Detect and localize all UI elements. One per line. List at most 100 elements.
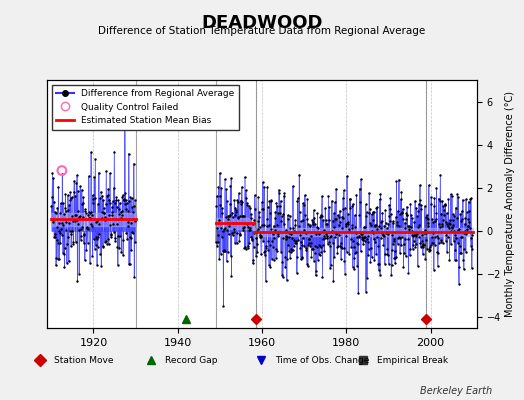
Point (428, 216, 436, 222)
Point (239, 224, 248, 230)
Point (295, 171, 303, 178)
Point (456, 250, 464, 256)
Point (376, 219, 385, 225)
Point (62, 219, 70, 225)
Point (276, 202, 284, 209)
Point (283, 234, 291, 240)
Point (415, 234, 423, 240)
Point (262, 244, 270, 251)
Point (111, 238, 119, 244)
Point (232, 208, 241, 215)
Point (301, 192, 309, 198)
Point (110, 228, 118, 235)
Point (298, 254, 307, 261)
Point (356, 248, 365, 255)
Point (460, 266, 468, 272)
Point (339, 215, 347, 221)
Point (100, 210, 108, 216)
Point (288, 247, 296, 253)
Point (366, 258, 375, 265)
Point (432, 216, 440, 222)
Point (233, 240, 241, 246)
Point (218, 210, 226, 216)
Point (327, 233, 335, 239)
Point (247, 234, 255, 240)
Point (329, 218, 337, 224)
Point (277, 218, 286, 224)
Point (411, 244, 420, 250)
Point (245, 203, 253, 209)
Point (277, 198, 285, 204)
Point (380, 222, 388, 229)
Point (417, 244, 425, 250)
Point (246, 205, 254, 211)
Point (258, 179, 267, 186)
Point (228, 232, 237, 238)
Point (395, 176, 403, 183)
Point (108, 209, 117, 215)
Point (281, 233, 290, 240)
Point (68, 213, 76, 219)
Point (287, 231, 296, 238)
Point (270, 235, 278, 241)
Point (101, 214, 110, 220)
Point (367, 222, 375, 228)
Point (322, 231, 331, 237)
Point (52, 224, 61, 230)
Point (435, 221, 443, 228)
Point (125, 198, 134, 204)
Point (224, 231, 233, 238)
Point (214, 239, 222, 245)
Point (427, 194, 435, 200)
Point (100, 210, 108, 216)
Point (259, 205, 268, 212)
Point (294, 223, 303, 229)
Point (445, 257, 454, 263)
Point (269, 222, 278, 229)
Point (427, 242, 435, 248)
Point (420, 230, 429, 236)
Point (279, 274, 287, 280)
Point (91, 242, 100, 248)
Point (406, 201, 414, 207)
Point (256, 232, 265, 238)
Point (66, 189, 74, 196)
Point (439, 217, 447, 223)
Point (357, 231, 366, 237)
Point (64, 192, 72, 198)
Point (108, 204, 116, 210)
Point (361, 238, 369, 244)
Point (328, 198, 336, 204)
Point (121, 201, 129, 208)
Point (120, 197, 128, 203)
Point (347, 244, 355, 250)
Point (124, 207, 133, 214)
Point (458, 197, 467, 203)
Point (377, 224, 385, 231)
Point (347, 225, 356, 231)
Point (280, 190, 289, 196)
Point (221, 176, 229, 182)
Point (366, 220, 374, 226)
Point (102, 238, 110, 244)
Point (77, 226, 85, 232)
Point (314, 224, 322, 231)
Point (93, 217, 102, 224)
Point (405, 223, 413, 230)
Point (407, 228, 416, 235)
Point (330, 210, 338, 216)
Point (257, 234, 266, 240)
Point (366, 206, 374, 212)
Point (344, 228, 353, 234)
Point (287, 248, 296, 255)
Point (426, 244, 434, 250)
Point (268, 256, 276, 262)
Point (440, 206, 448, 213)
Point (250, 192, 259, 198)
Point (297, 239, 305, 245)
Point (453, 215, 461, 221)
Point (396, 211, 404, 217)
Point (423, 220, 432, 226)
Point (464, 223, 472, 229)
Point (408, 246, 417, 252)
